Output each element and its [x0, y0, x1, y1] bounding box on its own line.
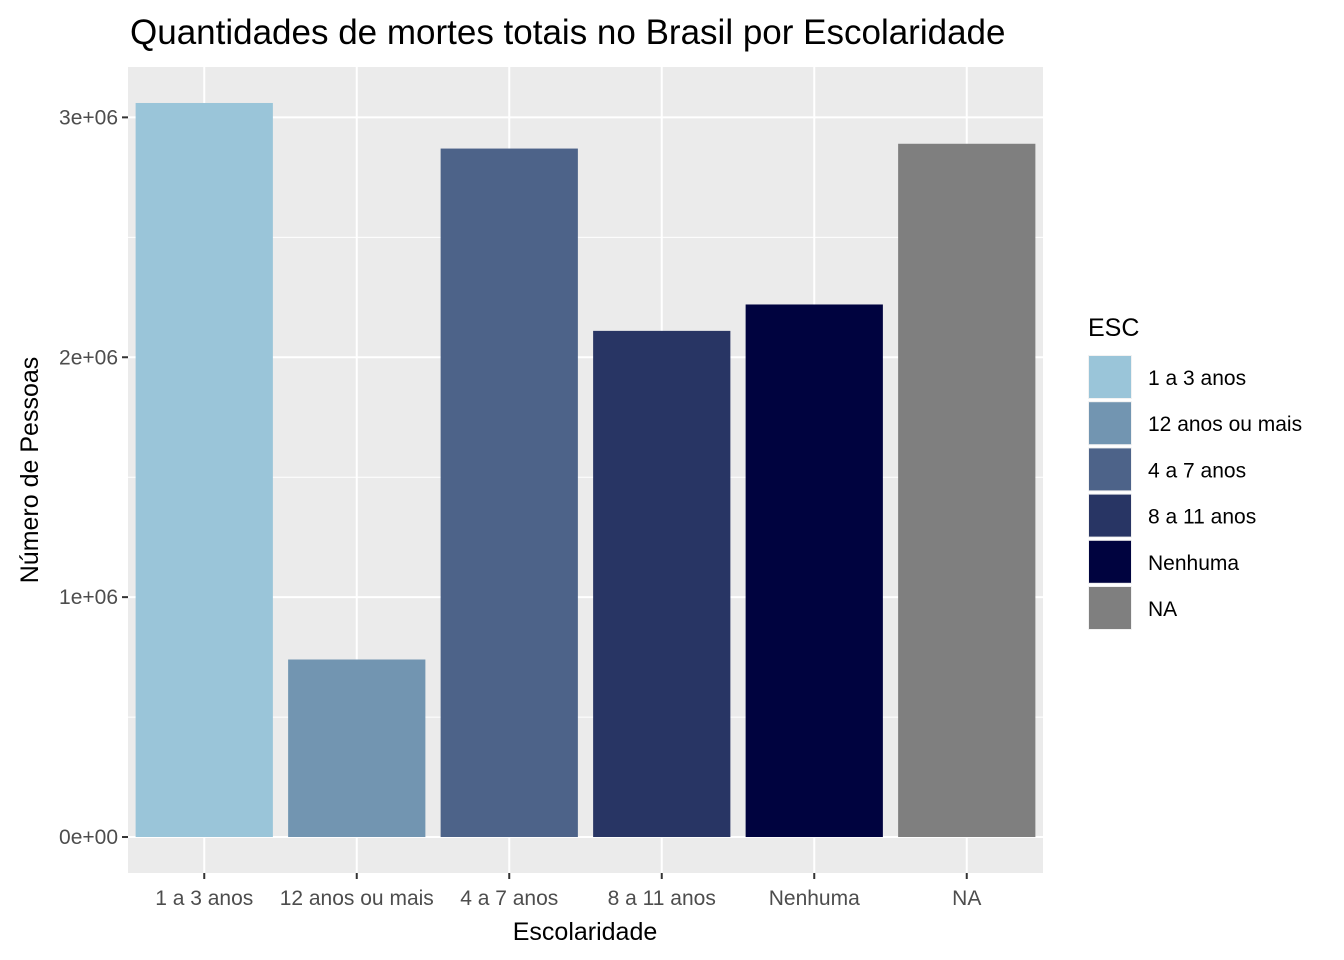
chart-title: Quantidades de mortes totais no Brasil p…: [130, 13, 1005, 52]
y-tick-label: 1e+06: [59, 586, 118, 609]
legend-swatch: [1089, 540, 1131, 583]
legend-swatch: [1089, 494, 1131, 537]
y-tick-label: 2e+06: [59, 346, 118, 369]
x-axis: 1 a 3 anos 12 anos ou mais 4 a 7 anos 8 a 1…: [155, 873, 981, 910]
bar-6: [898, 143, 1036, 838]
plot-panel: [128, 67, 1043, 873]
legend-swatch: [1089, 448, 1131, 491]
x-tick-label: 12 anos ou mais: [280, 887, 434, 910]
y-axis: 0e+00 1e+06 2e+06 3e+06: [59, 106, 128, 849]
legend-label: 8 a 11 anos: [1148, 506, 1256, 529]
bar-4: [593, 330, 731, 838]
x-tick-label: 8 a 11 anos: [608, 887, 716, 910]
y-tick-label: 3e+06: [59, 106, 118, 129]
x-tick-label: Nenhuma: [769, 887, 860, 910]
bar-3: [440, 148, 578, 838]
legend-title: ESC: [1088, 314, 1139, 342]
legend-label: Nenhuma: [1148, 552, 1239, 575]
legend-label: NA: [1148, 598, 1177, 621]
x-axis-title: Escolaridade: [513, 918, 658, 946]
legend: ESC 1 a 3 anos 12 anos ou mais 4 a 7 anos 8…: [1088, 314, 1302, 630]
legend-label: 4 a 7 anos: [1148, 459, 1246, 482]
bar-1: [135, 102, 273, 838]
legend-swatch: [1089, 402, 1131, 445]
y-tick-label: 0e+00: [59, 826, 118, 849]
legend-label: 12 anos ou mais: [1148, 413, 1302, 436]
panel-background: [128, 67, 1043, 873]
bar-5: [745, 304, 883, 838]
legend-swatch: [1089, 587, 1131, 629]
legend-label: 1 a 3 anos: [1148, 367, 1246, 390]
x-tick-label: 1 a 3 anos: [155, 887, 253, 910]
legend-swatch: [1089, 356, 1131, 398]
y-axis-title: Número de Pessoas: [16, 357, 44, 584]
x-tick-label: 4 a 7 anos: [460, 887, 558, 910]
bar-2: [288, 659, 426, 838]
x-tick-label: NA: [952, 887, 981, 910]
